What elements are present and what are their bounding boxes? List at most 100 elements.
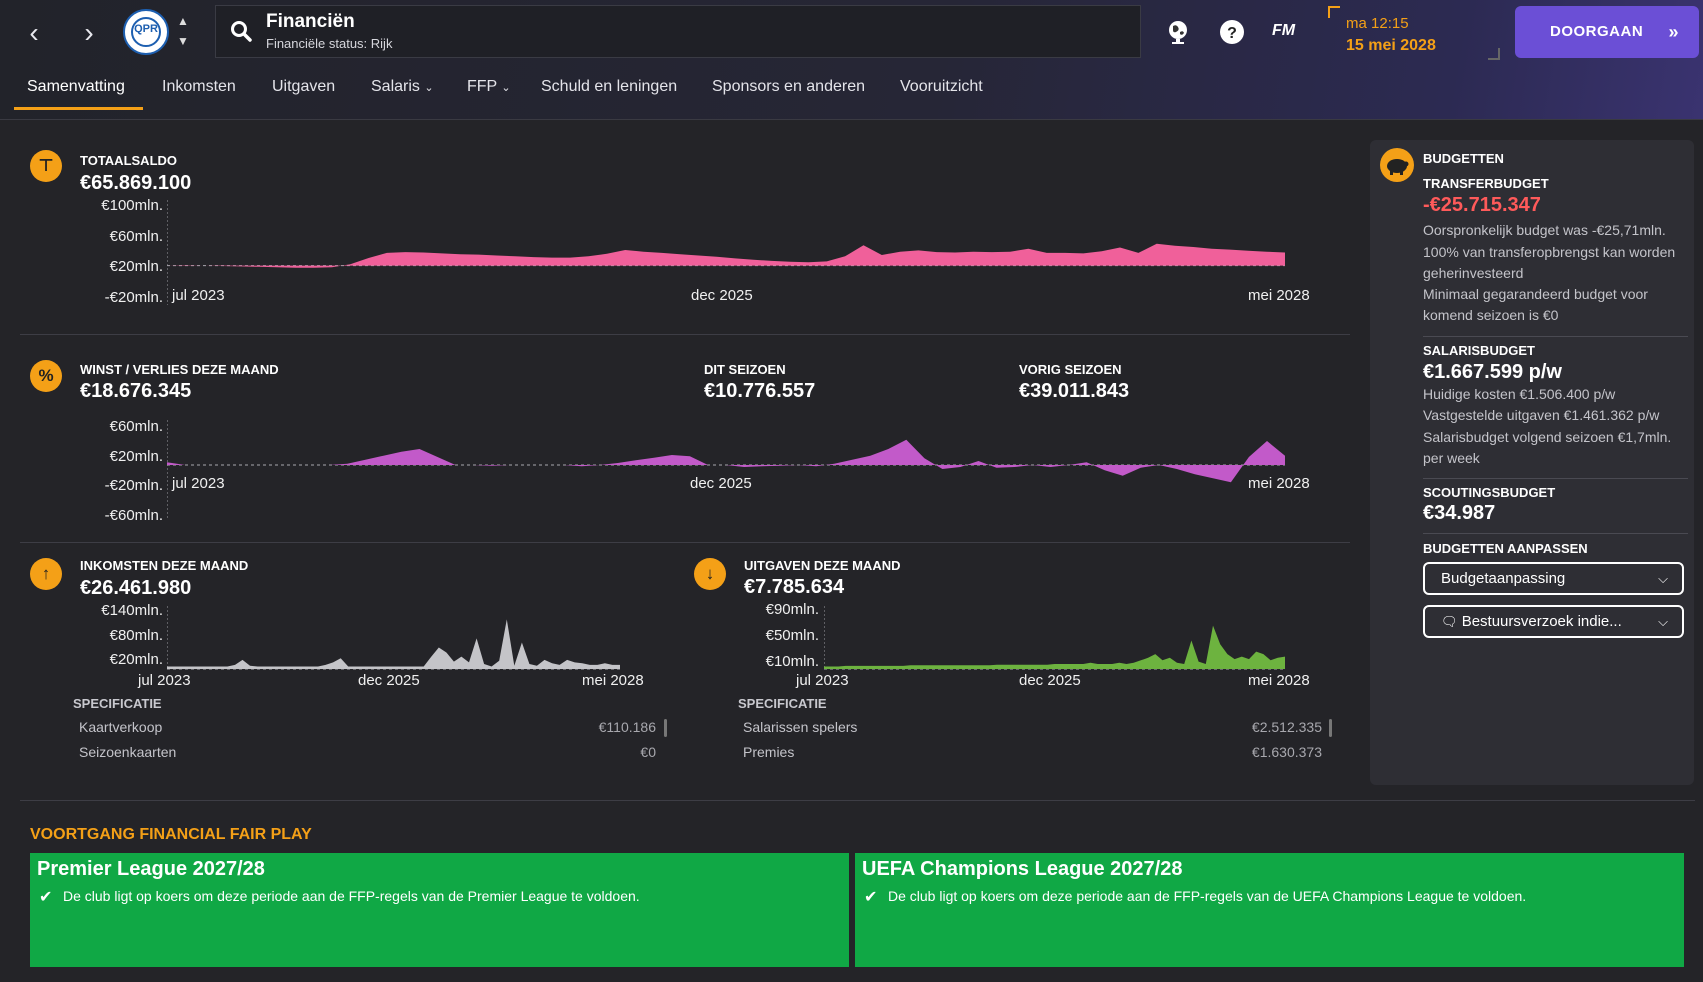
- expense-xtick: jul 2023: [796, 672, 849, 689]
- balance-ytick: €100mln.: [101, 197, 163, 214]
- ffp-divider: [20, 800, 1695, 801]
- income-area[interactable]: [167, 619, 620, 669]
- profit-ytick: -€60mln.: [104, 507, 163, 524]
- income-spec-label: Seizoenkaarten: [79, 744, 177, 760]
- tab-schuld[interactable]: Schuld en leningen: [541, 78, 678, 95]
- header-divider: [0, 119, 1703, 120]
- budget-adjust-dropdown-value: Budgetaanpassing: [1441, 570, 1566, 587]
- prev-season-label: VORIG SEIZOEN: [1019, 362, 1122, 377]
- season-value: €10.776.557: [704, 380, 816, 402]
- tab-salaris-label: Salaris: [371, 78, 420, 95]
- income-spec-scrollbar[interactable]: [664, 719, 667, 737]
- income-xtick: mei 2028: [582, 672, 644, 689]
- ffp-title: VOORTGANG FINANCIAL FAIR PLAY: [30, 826, 312, 843]
- expense-xtick: dec 2025: [1019, 672, 1081, 689]
- club-up-icon[interactable]: ▲: [177, 14, 189, 28]
- continue-button[interactable]: DOORGAAN »: [1515, 6, 1699, 58]
- svg-text:?: ?: [1227, 25, 1237, 42]
- piggy-bank-icon: [1380, 148, 1414, 182]
- adjust-budgets-label: BUDGETTEN AANPASSEN: [1423, 541, 1588, 556]
- club-down-icon[interactable]: ▼: [177, 34, 189, 48]
- forward-arrow-icon[interactable]: ›: [84, 17, 94, 48]
- balance-xtick: jul 2023: [172, 287, 225, 304]
- help-icon[interactable]: ?: [1218, 18, 1246, 46]
- continue-label: DOORGAAN: [1550, 23, 1644, 40]
- tab-ffp-label: FFP: [467, 78, 497, 95]
- tab-ffp[interactable]: FFP ⌄: [467, 78, 511, 96]
- balance-value: €65.869.100: [80, 172, 192, 194]
- income-spec-value: €110.186: [598, 719, 656, 735]
- date-corner-bottom: [1488, 48, 1500, 60]
- ffp-card-message: De club ligt op koers om deze periode aa…: [63, 888, 640, 904]
- page-subtitle: Financiële status: Rijk: [266, 36, 393, 51]
- salary-note: Salarisbudget volgend seizoen €1,7mln. p…: [1423, 429, 1672, 466]
- budgets-title: BUDGETTEN: [1423, 151, 1504, 166]
- salary-budget-value: €1.667.599 p/w: [1423, 361, 1562, 383]
- balance-icon: ⊤: [30, 150, 62, 182]
- budget-adjust-dropdown[interactable]: Budgetaanpassing ⌵: [1423, 562, 1684, 595]
- back-arrow-icon[interactable]: ‹: [29, 17, 39, 48]
- income-xtick: dec 2025: [358, 672, 420, 689]
- expense-spec-scrollbar[interactable]: [1329, 719, 1332, 737]
- tab-samenvatting[interactable]: Samenvatting: [27, 78, 125, 95]
- income-chart[interactable]: [167, 606, 622, 670]
- tab-inkomsten[interactable]: Inkomsten: [162, 78, 236, 95]
- crest-text: QPR: [134, 23, 158, 35]
- tab-vooruitzicht[interactable]: Vooruitzicht: [900, 78, 983, 95]
- fm-logo[interactable]: FM: [1272, 22, 1296, 39]
- balance-ytick: €60mln.: [109, 228, 163, 245]
- globe-icon[interactable]: [1164, 18, 1192, 46]
- chevron-down-icon: ⌵: [1658, 614, 1668, 629]
- search-icon: [231, 21, 252, 42]
- expense-xtick: mei 2028: [1248, 672, 1310, 689]
- salary-note: Vastgestelde uitgaven €1.461.362 p/w: [1423, 407, 1660, 423]
- income-spec-value: €0: [640, 744, 656, 760]
- income-spec-header: SPECIFICATIE: [73, 696, 162, 711]
- tab-salaris[interactable]: Salaris ⌄: [371, 78, 434, 96]
- profit-value: €18.676.345: [80, 380, 192, 402]
- expense-spec-label: Salarissen spelers: [743, 719, 858, 735]
- tab-sponsors[interactable]: Sponsors en anderen: [712, 78, 865, 95]
- balance-ytick: -€20mln.: [104, 289, 163, 306]
- balance-xtick: dec 2025: [691, 287, 753, 304]
- club-crest[interactable]: QPR: [123, 9, 169, 55]
- balance-chart[interactable]: [167, 200, 1287, 305]
- profit-chart[interactable]: [167, 420, 1287, 520]
- budget-divider: [1423, 533, 1688, 534]
- profit-ytick: €20mln.: [109, 448, 163, 465]
- expense-ytick: €10mln.: [765, 653, 819, 670]
- date-time-box[interactable]: ma 12:15 15 mei 2028: [1328, 6, 1500, 60]
- balance-xtick: mei 2028: [1248, 287, 1310, 304]
- profit-ytick: €60mln.: [109, 418, 163, 435]
- profit-area[interactable]: [167, 439, 1285, 483]
- checkmark-icon: ✔: [864, 889, 878, 906]
- board-request-dropdown[interactable]: 🗨 Bestuursverzoek indie... ⌵: [1423, 605, 1684, 638]
- expense-label: UITGAVEN DEZE MAAND: [744, 558, 901, 573]
- ffp-card-message: De club ligt op koers om deze periode aa…: [888, 888, 1527, 904]
- current-time: ma 12:15: [1346, 15, 1409, 32]
- profit-xtick: mei 2028: [1248, 475, 1310, 492]
- income-ytick: €140mln.: [101, 602, 163, 619]
- expense-chart[interactable]: [824, 606, 1287, 670]
- income-label: INKOMSTEN DEZE MAAND: [80, 558, 249, 573]
- expense-arrow-down-icon: ↓: [694, 558, 726, 590]
- ffp-card-champions-league[interactable]: UEFA Champions League 2027/28 ✔ De club …: [855, 853, 1684, 967]
- double-chevron-icon: »: [1668, 22, 1679, 42]
- income-ytick: €20mln.: [109, 651, 163, 668]
- search-title-box[interactable]: Financiën Financiële status: Rijk: [215, 5, 1141, 58]
- balance-area[interactable]: [167, 243, 1285, 268]
- crest-ring: [131, 17, 161, 47]
- expense-area[interactable]: [824, 625, 1285, 669]
- chevron-down-icon: ⌄: [501, 82, 511, 94]
- budget-divider: [1423, 336, 1688, 337]
- scouting-budget-label: SCOUTINGSBUDGET: [1423, 485, 1556, 500]
- transfer-note: Oorspronkelijk budget was -€25,71mln.: [1423, 222, 1666, 238]
- transfer-note: 100% van transferopbrengst kan worden ge…: [1423, 244, 1676, 281]
- ffp-card-premier-league[interactable]: Premier League 2027/28 ✔ De club ligt op…: [30, 853, 849, 967]
- season-label: DIT SEIZOEN: [704, 362, 786, 377]
- transfer-budget-label: TRANSFERBUDGET: [1423, 176, 1549, 191]
- transfer-budget-value: -€25.715.347: [1423, 194, 1541, 216]
- section-divider: [20, 542, 1350, 543]
- balance-ytick: €20mln.: [109, 258, 163, 275]
- tab-uitgaven[interactable]: Uitgaven: [272, 78, 336, 95]
